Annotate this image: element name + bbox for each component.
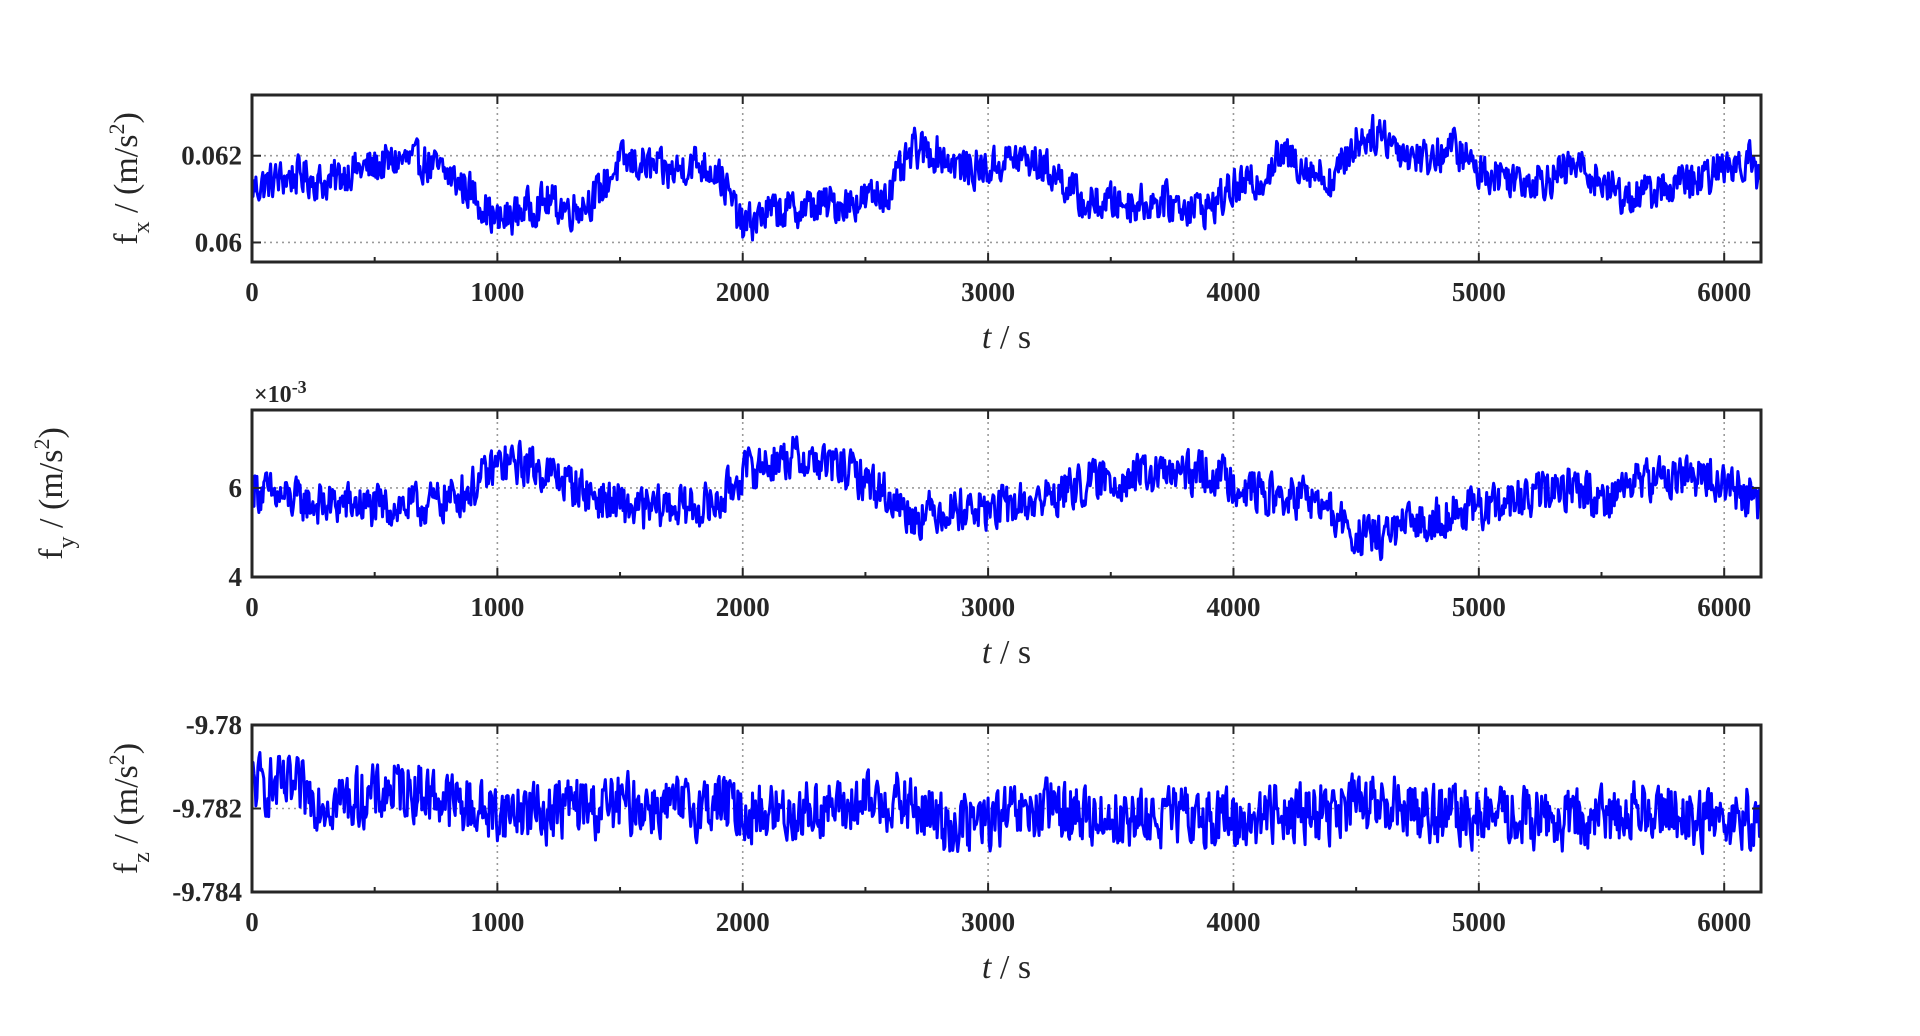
- y-tick-label: -9.782: [172, 794, 242, 824]
- axes-box: [250, 408, 1763, 579]
- y-axis-label: fy / (m/s2): [29, 427, 80, 560]
- x-tick-label: 2000: [716, 592, 770, 622]
- x-tick-label: 2000: [716, 277, 770, 307]
- x-tick-label: 4000: [1206, 592, 1260, 622]
- x-tick-label: 6000: [1697, 592, 1751, 622]
- x-tick-label: 2000: [716, 907, 770, 937]
- panel-fx: 0 1000 2000 3000 4000 5000 6000 0.06 0.062 t / s f…: [104, 93, 1763, 356]
- x-axis-label: t / s: [982, 949, 1031, 986]
- x-tick-label: 0: [245, 907, 259, 937]
- x-axis-label: t / s: [982, 319, 1031, 356]
- y-axis-label: fz / (m/s2): [104, 743, 155, 874]
- series-line-fy: [252, 435, 1761, 562]
- panel-fy: 0 1000 2000 3000 4000 5000 6000 4 6 ×10-3 t / s fy …: [29, 377, 1763, 671]
- y-tick-label: 6: [229, 473, 243, 503]
- x-tick-label: 0: [245, 277, 259, 307]
- x-axis-label: t / s: [982, 634, 1031, 671]
- x-tick-label: 5000: [1452, 907, 1506, 937]
- y-tick-label: 4: [229, 562, 243, 592]
- x-tick-label: 3000: [961, 592, 1015, 622]
- x-tick-label: 1000: [470, 277, 524, 307]
- y-axis-label: fx / (m/s2): [104, 112, 155, 245]
- x-tick-label: 6000: [1697, 277, 1751, 307]
- x-tick-label: 1000: [470, 592, 524, 622]
- x-tick-label: 1000: [470, 907, 524, 937]
- axes-box: [250, 93, 1763, 264]
- x-tick-label: 3000: [961, 907, 1015, 937]
- x-tick-label: 5000: [1452, 277, 1506, 307]
- series-line-fx: [252, 113, 1761, 242]
- panel-fz: 0 1000 2000 3000 4000 5000 6000 -9.784 -9.782 -9.…: [104, 710, 1763, 986]
- x-tick-label: 5000: [1452, 592, 1506, 622]
- x-tick-label: 4000: [1206, 907, 1260, 937]
- x-tick-label: 3000: [961, 277, 1015, 307]
- x-tick-label: 0: [245, 592, 259, 622]
- y-tick-label: 0.062: [181, 141, 242, 171]
- y-tick-label: -9.784: [172, 877, 242, 907]
- y-tick-label: -9.78: [186, 710, 242, 740]
- y-tick-label: 0.06: [195, 227, 242, 257]
- x-tick-label: 6000: [1697, 907, 1751, 937]
- x-tick-label: 4000: [1206, 277, 1260, 307]
- series-line-fz: [252, 751, 1761, 856]
- y-exponent-label: ×10-3: [254, 377, 307, 408]
